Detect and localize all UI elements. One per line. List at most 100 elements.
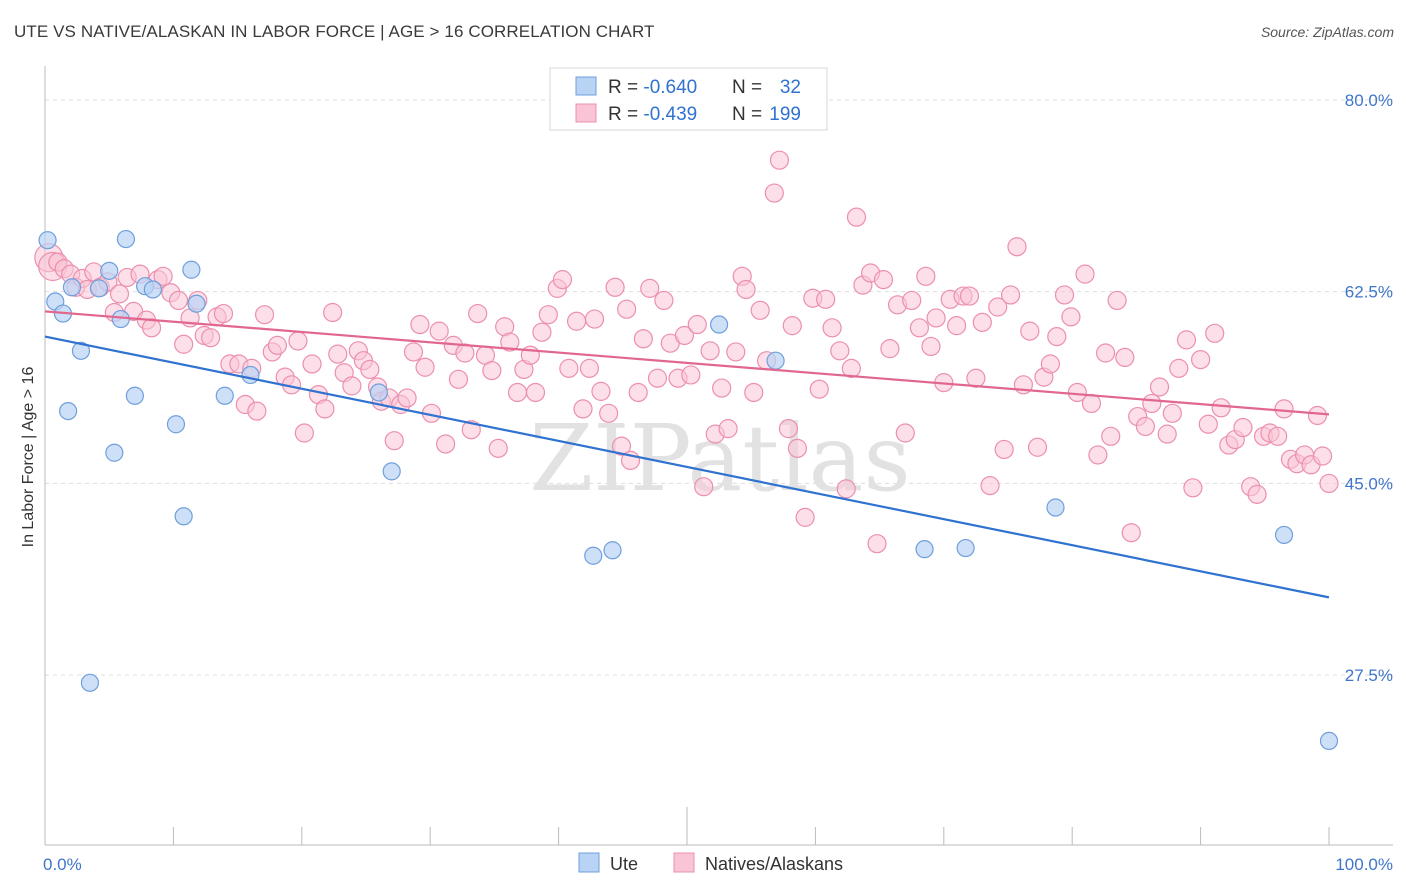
trend-lines <box>44 310 1330 599</box>
native-point-66 <box>461 420 481 440</box>
native-point-64 <box>448 369 469 389</box>
ute-point-31 <box>1319 731 1339 751</box>
ute-point-20 <box>241 365 260 385</box>
native-point-94 <box>640 278 660 298</box>
native-point-157 <box>1054 285 1075 305</box>
native-point-62 <box>436 434 456 454</box>
native-trend-line <box>44 310 1330 416</box>
native-point-121 <box>816 289 836 309</box>
y-tick-labels: 27.5% 45.0% 62.5% 80.0% <box>1345 91 1393 685</box>
native-point-134 <box>902 290 922 311</box>
native-point-133 <box>895 423 915 443</box>
native-point-179 <box>1205 323 1225 343</box>
native-point-165 <box>1107 290 1127 311</box>
native-point-21 <box>168 290 189 311</box>
native-point-102 <box>694 477 714 497</box>
native-point-100 <box>681 365 701 385</box>
native-point-172 <box>1157 424 1177 444</box>
native-point-146 <box>980 476 1000 496</box>
ute-point-4 <box>71 341 91 360</box>
legend-swatch-ute <box>575 76 597 96</box>
native-point-70 <box>488 438 508 458</box>
ute-point-26 <box>766 351 785 370</box>
native-point-92 <box>628 382 648 403</box>
native-point-54 <box>384 431 404 451</box>
native-point-67 <box>468 303 488 324</box>
native-point-147 <box>988 297 1008 317</box>
native-point-126 <box>846 207 867 227</box>
ute-point-8 <box>100 261 119 280</box>
native-point-85 <box>584 309 605 329</box>
watermark: ZIPatlas <box>529 405 910 512</box>
native-point-116 <box>782 316 802 336</box>
ute-point-21 <box>369 383 388 402</box>
ute-point-15 <box>166 415 186 434</box>
ute-point-12 <box>125 386 144 405</box>
native-point-152 <box>1020 321 1040 341</box>
native-point-129 <box>867 534 887 554</box>
native-point-162 <box>1088 445 1108 465</box>
native-point-86 <box>591 381 611 401</box>
bottom-legend-native: Natives/Alaskans <box>705 854 843 874</box>
native-point-78 <box>538 305 558 325</box>
legend-box: R = -0.640 N = 32 R = -0.439 N = 199 <box>549 67 828 131</box>
native-point-93 <box>633 329 653 349</box>
native-point-83 <box>573 399 593 419</box>
legend-ute-r-label: R = <box>608 77 643 98</box>
ute-point-24 <box>603 541 622 560</box>
native-point-59 <box>415 357 435 377</box>
native-point-124 <box>836 479 856 499</box>
y-tick-label-2: 62.5% <box>1345 283 1393 302</box>
ute-point-6 <box>80 673 100 692</box>
bottom-legend-swatch-ute <box>578 852 600 873</box>
native-point-160 <box>1075 264 1095 284</box>
native-point-120 <box>809 379 829 399</box>
legend-swatch-native <box>575 103 597 123</box>
bottom-legend: Ute Natives/Alaskans <box>578 852 843 874</box>
native-point-50 <box>360 359 380 380</box>
native-point-122 <box>822 318 842 338</box>
native-point-143 <box>959 286 980 306</box>
ute-point-7 <box>89 279 109 298</box>
ute-point-27 <box>915 540 934 559</box>
native-point-82 <box>566 311 587 331</box>
native-point-19 <box>153 266 173 286</box>
y-tick-label-0: 27.5% <box>1345 666 1393 685</box>
native-point-84 <box>579 358 600 378</box>
native-point-41 <box>302 354 322 374</box>
native-point-58 <box>410 314 430 335</box>
svg-text:R = -0.439: R = -0.439 <box>608 104 697 125</box>
legend-ute-n-label: N = <box>732 77 762 98</box>
native-point-33 <box>247 401 267 421</box>
native-point-22 <box>174 334 194 354</box>
y-axis-label: In Labor Force | Age > 16 <box>20 367 37 548</box>
native-point-28 <box>213 303 234 324</box>
ute-point-23 <box>584 546 603 565</box>
native-point-148 <box>994 439 1014 460</box>
native-point-88 <box>605 277 625 297</box>
native-point-178 <box>1198 414 1218 434</box>
native-point-77 <box>532 322 552 342</box>
native-point-164 <box>1101 426 1121 446</box>
ute-point-16 <box>174 507 193 526</box>
native-point-163 <box>1095 343 1116 363</box>
native-point-153 <box>1027 437 1048 457</box>
native-point-81 <box>559 358 579 378</box>
native-point-135 <box>909 318 930 338</box>
native-point-44 <box>323 302 343 323</box>
native-point-106 <box>718 419 738 439</box>
ute-point-9 <box>105 443 124 462</box>
native-point-76 <box>525 382 546 403</box>
native-point-185 <box>1247 484 1267 504</box>
native-point-95 <box>647 368 668 388</box>
native-point-89 <box>611 436 632 456</box>
ute-point-22 <box>382 462 401 481</box>
legend-ute-n-value: 32 <box>780 77 801 98</box>
ute-point-18 <box>187 294 206 313</box>
native-point-117 <box>787 438 808 458</box>
legend-native-r-label: R = <box>608 104 643 125</box>
native-point-110 <box>744 382 764 403</box>
native-point-113 <box>764 183 784 203</box>
ute-point-5 <box>59 401 78 421</box>
